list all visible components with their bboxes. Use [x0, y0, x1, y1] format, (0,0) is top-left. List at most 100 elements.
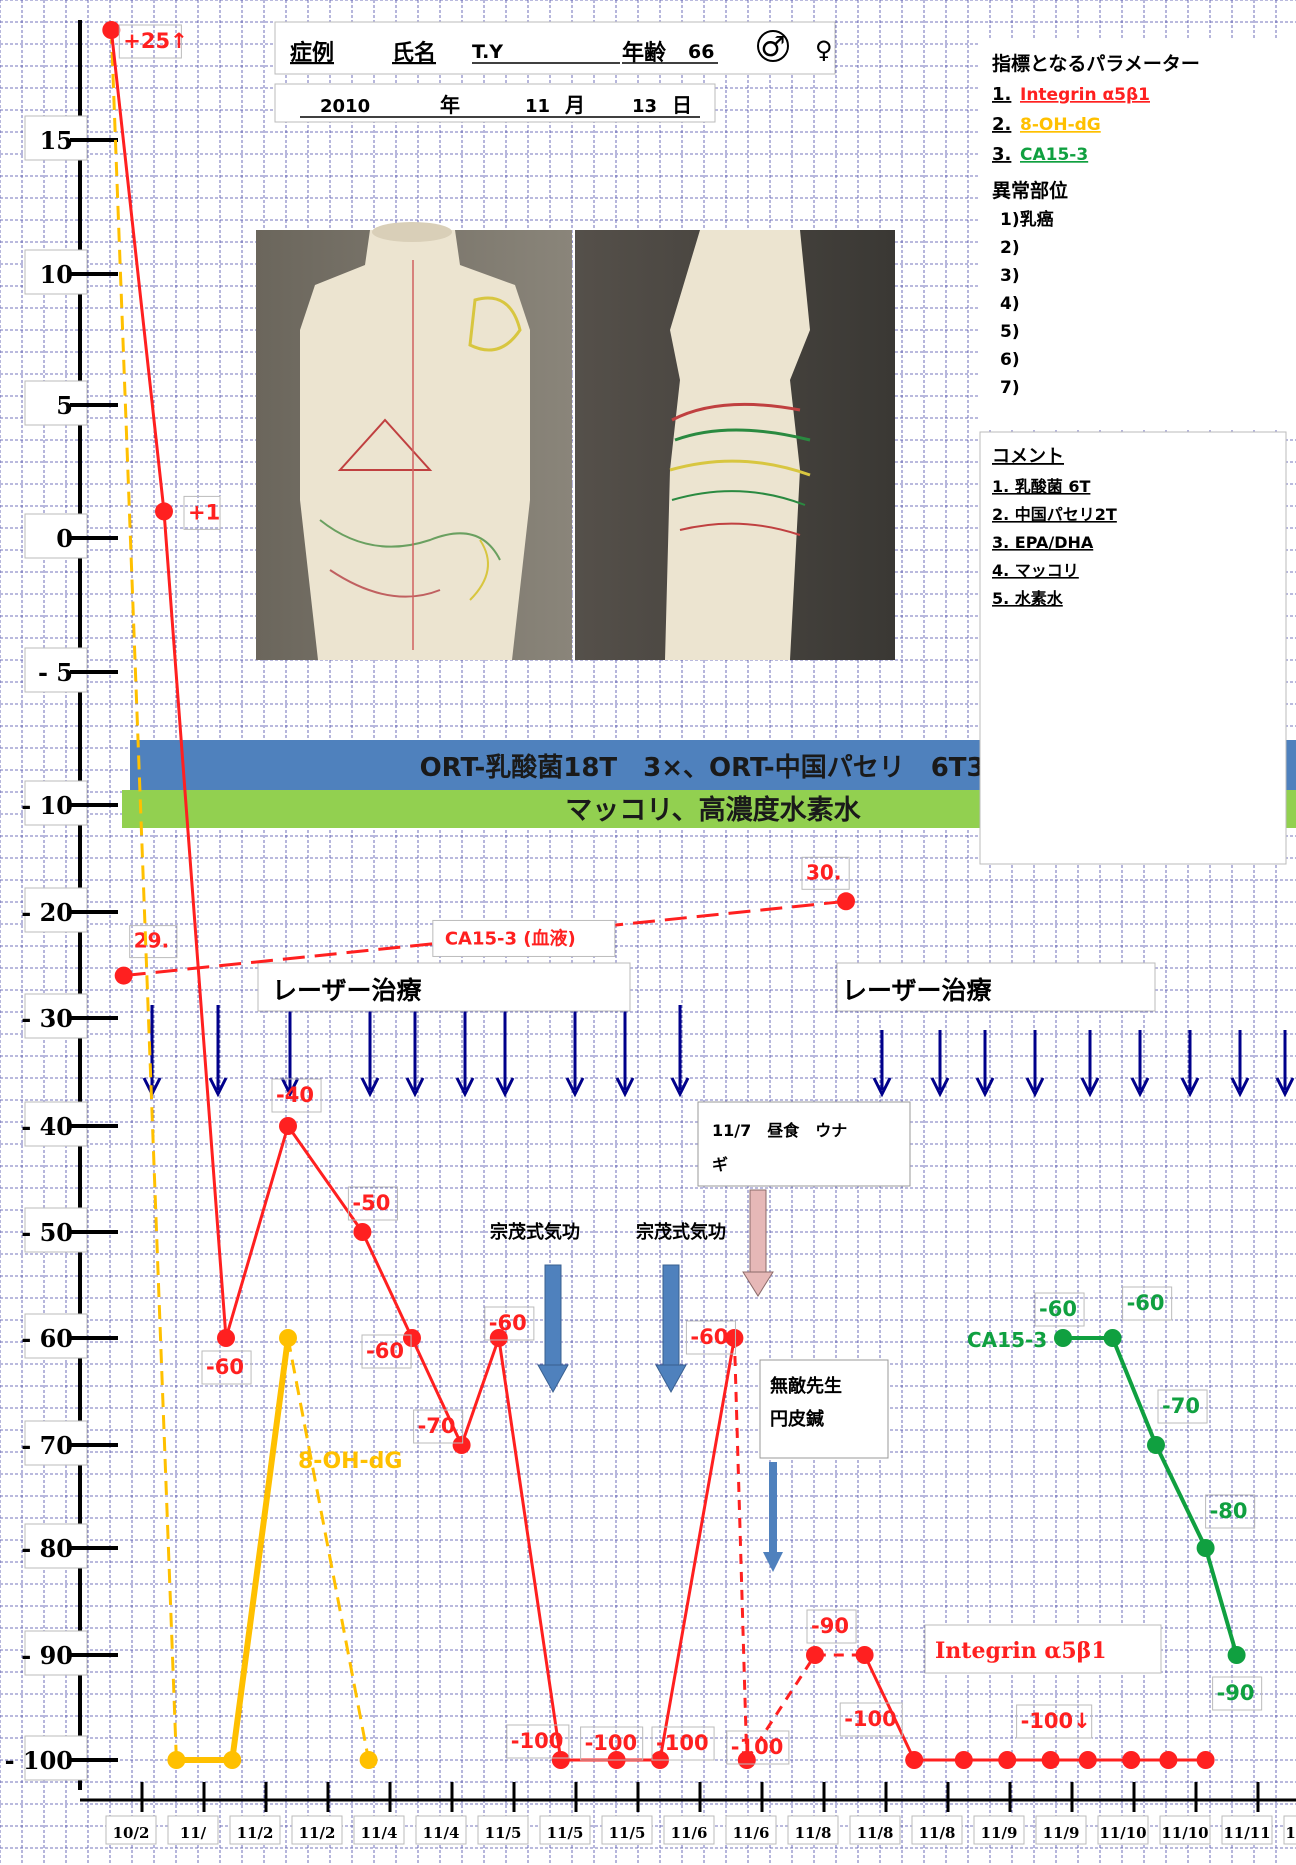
y-tick-label: - 30: [21, 1004, 73, 1033]
x-tick-box: [291, 1815, 343, 1845]
data-label: +25↑: [123, 29, 187, 53]
doctor-text-1: 無敵先生: [770, 1375, 842, 1397]
x-tick-box: [911, 1815, 963, 1845]
point-integrin: [1041, 1751, 1060, 1769]
y-tick-label: 0: [56, 524, 73, 553]
series-line-integrin-dashed: [732, 1337, 749, 1761]
x-tick-label: 11/2: [237, 1824, 274, 1842]
qigong-arrow-1: [537, 1264, 569, 1394]
meal-text-1: 11/7 昼食 ウナ: [712, 1121, 847, 1140]
point-integrin: [855, 1646, 874, 1664]
data-label-box: [1122, 1286, 1173, 1321]
point-integrin: [551, 1751, 570, 1769]
data-label-box: [347, 1186, 398, 1221]
qigong-arrow-2: [655, 1264, 687, 1394]
data-label-box: [726, 1730, 790, 1765]
female-symbol: ♀: [815, 36, 833, 64]
data-label: -90: [811, 1614, 849, 1638]
y-tick-label: - 10: [21, 791, 73, 820]
series-layer: 29. 30. CA15-3 (血液) 8-OH-dG +25↑ +1 -60 -40 -50 -…: [102, 21, 1263, 1769]
point-integrin: [1159, 1751, 1178, 1769]
abnormal-item: 7): [1000, 378, 1020, 398]
x-tick-box: [663, 1815, 715, 1845]
x-tick-box: [415, 1815, 467, 1845]
param-item-number: 3.: [992, 144, 1011, 165]
point-ca15-3: [1103, 1329, 1122, 1347]
data-label: -40: [276, 1083, 314, 1107]
y-axis: 15 10 5 0 - 5 - 10 - 20 - 30 - 40 - 50 - 60 - 70 - 8…: [5, 20, 118, 1790]
data-label: -50: [352, 1191, 390, 1215]
point-ca15-3-blood: [114, 966, 133, 985]
y-tick-label: - 60: [21, 1324, 73, 1353]
point-integrin: [905, 1751, 924, 1769]
abnormal-title: 異常部位: [992, 179, 1068, 202]
data-label-box: [1205, 1494, 1256, 1529]
x-tick-label: 11/5: [485, 1824, 522, 1842]
x-tick-box: [539, 1815, 591, 1845]
x-tick-label: 11/6: [733, 1824, 770, 1842]
name-value: T.Y: [472, 41, 503, 63]
x-tick-box: [167, 1815, 219, 1845]
data-label: -70: [418, 1414, 456, 1438]
data-label: -60: [489, 1311, 527, 1335]
doctor-note: 無敵先生 円皮鍼: [759, 1359, 889, 1459]
data-label: -70: [1162, 1394, 1200, 1418]
y-tick-label: 5: [56, 391, 73, 420]
point-ca15-3: [1147, 1436, 1165, 1454]
y-tick-label: - 40: [21, 1112, 73, 1141]
x-tick-label: 11/6: [671, 1824, 708, 1842]
x-tick-label: 11/: [180, 1824, 207, 1842]
laser-label-1: レーザー治療: [257, 962, 631, 1012]
abnormal-item: 3): [1000, 266, 1020, 286]
month-label: 月: [564, 93, 585, 117]
abnormal-item: 4): [1000, 294, 1020, 314]
x-tick-box: [353, 1815, 405, 1845]
point-integrin: [806, 1646, 824, 1664]
series-line-integrin-dashed: [745, 1653, 865, 1761]
comment-item: 3. EPA/DHA: [992, 533, 1094, 552]
data-label: -100: [731, 1735, 784, 1759]
male-circle: [757, 30, 789, 62]
qigong-text-2: 宗茂式気功: [636, 1221, 726, 1243]
abnormal-item: 2): [1000, 238, 1020, 258]
abnormal-item: 5): [1000, 322, 1020, 342]
x-tick-label: 11/9: [981, 1824, 1018, 1842]
point-integrin: [353, 1223, 372, 1241]
x-tick-label: 11/4: [361, 1824, 398, 1842]
green-regimen-text: マッコリ、高濃度水素水: [565, 794, 861, 826]
meal-text-2: ギ: [712, 1155, 728, 1174]
x-tick-box: [1035, 1815, 1087, 1845]
x-tick-box: [725, 1815, 777, 1845]
data-label-box: [1016, 1704, 1093, 1739]
point-8ohdg: [223, 1751, 242, 1769]
comment-item: 1. 乳酸菌 6T: [992, 477, 1090, 496]
x-tick-box: [973, 1815, 1025, 1845]
header-date: 2010 年 11 月 13 日: [274, 83, 716, 123]
qigong-label-2: 宗茂式気功: [636, 1221, 726, 1243]
data-label: -100↓: [1021, 1709, 1091, 1733]
name-label: 氏名: [392, 40, 436, 66]
point-integrin: [998, 1751, 1017, 1769]
data-label: -60: [690, 1325, 728, 1349]
y-tick-label: 15: [40, 126, 73, 155]
point-8ohdg: [167, 1751, 186, 1769]
point-ca15-3: [1196, 1539, 1215, 1557]
case-label: 症例: [290, 40, 334, 66]
series-label-ca15-3: CA15-3: [967, 1328, 1047, 1352]
blue-regimen-text: ORT-乳酸菌18T 3×、ORT-中国パセリ 6T3×: [420, 753, 1007, 783]
series-line-8ohdg: [176, 1337, 291, 1763]
x-tick-label: 11/8: [795, 1824, 832, 1842]
x-tick-label: 11/10: [1161, 1824, 1208, 1842]
data-label: 30.: [806, 860, 841, 884]
data-label-box: [118, 24, 182, 59]
series-line-8ohdg-dashed: [109, 29, 178, 1761]
x-tick-box: [1097, 1815, 1149, 1845]
param-item-name: Integrin α5β1: [1020, 85, 1150, 105]
x-tick-box: [601, 1815, 653, 1845]
y-tick-label: - 70: [21, 1431, 73, 1460]
laser-arrows: [142, 1005, 1295, 1098]
data-label: -60: [206, 1355, 244, 1379]
point-integrin: [279, 1117, 297, 1135]
patient-photo-front: [256, 222, 572, 660]
